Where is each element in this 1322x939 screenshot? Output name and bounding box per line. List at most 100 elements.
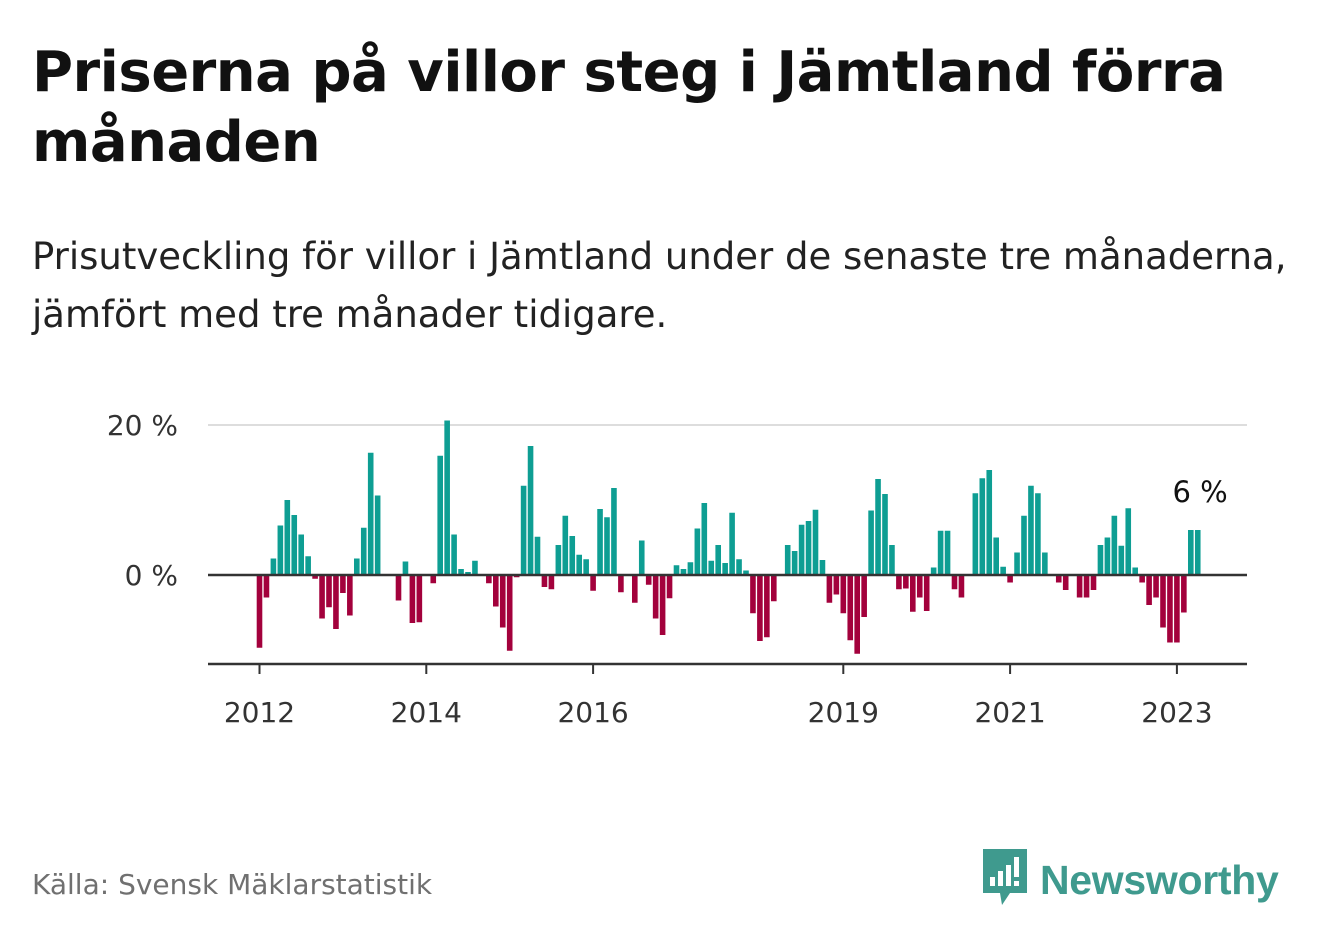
bar <box>1007 575 1013 583</box>
bar <box>889 545 895 575</box>
bar <box>618 575 624 593</box>
bar <box>659 575 666 635</box>
bar <box>896 575 902 590</box>
bar <box>951 575 958 590</box>
bar <box>360 527 367 575</box>
latest-value-label: 6 % <box>1173 475 1228 509</box>
brand-logo[interactable]: Newsworthy <box>980 848 1279 912</box>
bar <box>743 570 749 575</box>
bar <box>590 575 596 591</box>
bar <box>944 530 951 575</box>
bar <box>1021 515 1027 575</box>
axes <box>208 573 1247 674</box>
bar <box>854 575 860 654</box>
bar <box>805 521 812 575</box>
bar <box>916 575 923 598</box>
bar <box>923 575 930 611</box>
bar <box>868 510 874 575</box>
bar <box>722 563 728 575</box>
bar <box>1167 575 1173 643</box>
chart-title: Priserna på villor steg i Jämtland förra… <box>32 40 1226 175</box>
bar <box>771 575 777 602</box>
bar <box>1125 508 1132 575</box>
bar <box>611 488 617 575</box>
bar <box>458 569 464 575</box>
bar <box>903 575 909 589</box>
x-tick-label: 2016 <box>557 696 628 729</box>
bar <box>374 495 381 575</box>
bar <box>861 575 867 617</box>
bar <box>930 567 937 575</box>
bar <box>340 575 346 593</box>
bar <box>486 575 492 584</box>
bar <box>1028 485 1034 575</box>
bar <box>451 534 457 575</box>
bar <box>882 494 888 575</box>
bar <box>562 515 569 575</box>
bar <box>1188 530 1194 575</box>
bar <box>736 559 742 575</box>
bar <box>666 575 673 599</box>
bar <box>1042 552 1048 575</box>
x-tick-label: 2012 <box>224 696 295 729</box>
bar <box>798 524 805 575</box>
bar <box>1090 575 1097 590</box>
bar <box>326 575 332 608</box>
bar <box>367 452 374 575</box>
bar <box>652 575 659 619</box>
bar <box>430 575 437 584</box>
bar <box>708 560 715 575</box>
bar <box>305 556 311 575</box>
bar <box>1035 493 1041 575</box>
bar <box>819 560 826 575</box>
bar <box>1118 545 1125 575</box>
bar <box>812 509 819 575</box>
bar <box>1097 545 1104 575</box>
bar <box>958 575 965 598</box>
brand-name: Newsworthy <box>1040 856 1279 903</box>
bar <box>1146 575 1152 605</box>
tick-labels: 0 % 20 % 2012 2014 2016 2019 2021 2023 6 % <box>107 409 1228 729</box>
bar <box>757 575 763 641</box>
bar <box>409 575 416 623</box>
bar <box>638 540 645 575</box>
bar <box>680 569 687 575</box>
bar <box>1062 575 1069 590</box>
x-tick-label: 2014 <box>391 696 462 729</box>
bar <box>791 551 798 575</box>
bar <box>263 575 270 598</box>
bar <box>569 536 576 575</box>
bar-series <box>256 420 1201 654</box>
bar <box>284 500 291 575</box>
bar <box>1104 537 1111 575</box>
bar <box>1153 575 1159 598</box>
bar <box>694 528 701 575</box>
bar <box>534 536 541 575</box>
bar <box>673 565 680 575</box>
bar <box>499 575 506 628</box>
bar <box>402 561 409 575</box>
bar <box>1083 575 1090 598</box>
bar <box>632 575 638 603</box>
bar <box>506 575 513 651</box>
bar <box>701 503 708 575</box>
bar <box>520 485 527 575</box>
chart-subtitle: Prisutveckling för villor i Jämtland und… <box>32 235 1287 336</box>
bar <box>1181 575 1187 613</box>
bar <box>465 572 471 575</box>
bar <box>937 530 944 575</box>
bar <box>687 562 694 575</box>
x-tick-label: 2023 <box>1141 696 1212 729</box>
bar <box>541 575 548 587</box>
bar <box>764 575 770 638</box>
y-tick-label: 0 % <box>125 559 178 592</box>
bar <box>555 545 562 575</box>
bar <box>444 420 450 575</box>
bar <box>298 534 304 575</box>
bar <box>1174 575 1180 643</box>
bar <box>395 575 402 601</box>
bar <box>416 575 423 623</box>
bar <box>1055 575 1062 583</box>
bar <box>1076 575 1083 598</box>
bar <box>1194 530 1201 575</box>
